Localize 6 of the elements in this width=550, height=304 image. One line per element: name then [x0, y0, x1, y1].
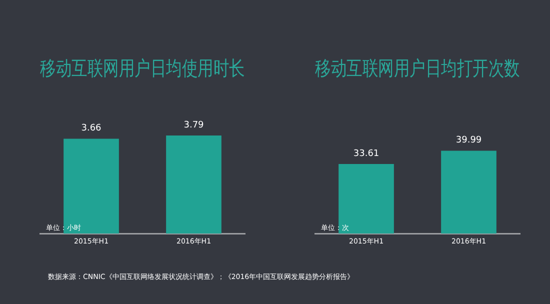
data-label: 33.61: [353, 148, 380, 159]
chart-title: 移动互联网用户日均打开次数: [315, 57, 520, 81]
data-label: 3.66: [81, 124, 102, 134]
data-label: 3.79: [184, 120, 204, 130]
chart-title: 移动互联网用户日均使用时长: [40, 57, 245, 81]
data-label: 39.99: [456, 136, 482, 146]
